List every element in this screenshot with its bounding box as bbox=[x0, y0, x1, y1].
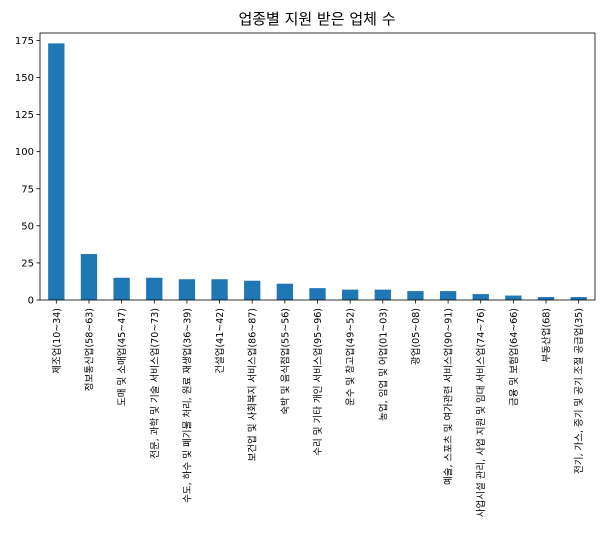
bar bbox=[211, 279, 228, 300]
bar bbox=[407, 291, 424, 300]
x-tick-label: 사업시설 관리, 사업 지원 및 임대 서비스업(74~76) bbox=[475, 308, 487, 517]
bar bbox=[276, 283, 294, 300]
bar bbox=[439, 291, 457, 300]
x-tick-label: 도매 및 소매업(45~47) bbox=[116, 308, 128, 406]
bar bbox=[505, 295, 522, 300]
bar bbox=[472, 294, 489, 300]
bar bbox=[309, 288, 326, 300]
x-tick-label: 보건업 및 사회복지 서비스업(86~87) bbox=[247, 308, 259, 462]
bar bbox=[374, 289, 391, 300]
y-axis: 0 25 50 75 100 125 150 175 bbox=[15, 36, 40, 307]
y-tick-label: 0 bbox=[28, 296, 34, 307]
x-tick-label: 수도, 하수 및 폐기물 처리, 원료 재생업(36~39) bbox=[181, 308, 193, 503]
x-tick-label: 정보통신업(58~63) bbox=[83, 308, 95, 391]
plot-frame bbox=[39, 32, 596, 301]
y-tick-label: 75 bbox=[21, 184, 34, 195]
bar bbox=[48, 43, 65, 301]
x-tick-label: 숙박 및 음식점업(55~56) bbox=[279, 308, 291, 415]
bar bbox=[113, 277, 130, 300]
y-tick-label: 150 bbox=[15, 73, 34, 84]
chart-title: 업종별 지원 받은 업체 수 bbox=[238, 10, 395, 28]
x-tick-label: 전기, 가스, 증기 및 공기 조절 공급업(35) bbox=[573, 308, 585, 474]
x-tick-label: 농업, 임업 및 어업(01~03) bbox=[377, 308, 389, 421]
x-tick-label: 수리 및 기타 개인 서비스업(95~96) bbox=[312, 308, 324, 456]
x-tick-label: 건설업(41~42) bbox=[214, 308, 226, 374]
x-tick-label: 부동산업(68) bbox=[541, 308, 553, 362]
bar bbox=[570, 297, 587, 300]
bar bbox=[80, 254, 98, 300]
bars-group bbox=[48, 43, 587, 301]
x-tick-label: 전문, 과학 및 기술 서비스업(70~73) bbox=[149, 308, 161, 459]
bar bbox=[178, 279, 196, 300]
y-tick-label: 25 bbox=[21, 258, 34, 269]
y-tick-label: 175 bbox=[15, 36, 34, 47]
x-tick-label: 광업(05~08) bbox=[410, 308, 422, 365]
x-tick-label: 예술, 스포츠 및 여가관련 서비스업(90~91) bbox=[443, 308, 455, 485]
bar bbox=[341, 289, 359, 300]
x-tick-label: 운수 및 창고업(49~52) bbox=[345, 308, 357, 406]
y-tick-label: 100 bbox=[15, 147, 34, 158]
x-tick-label: 금융 및 보험업(64~66) bbox=[508, 308, 520, 406]
y-tick-label: 125 bbox=[15, 110, 34, 121]
bar bbox=[244, 280, 261, 300]
y-tick-label: 50 bbox=[21, 221, 34, 232]
bar bbox=[146, 277, 163, 300]
bar bbox=[537, 297, 555, 300]
x-tick-label: 제조업(10~34) bbox=[51, 308, 63, 374]
x-axis: 제조업(10~34) 정보통신업(58~63) 도매 및 소매업(45~47) 전문,… bbox=[51, 300, 585, 517]
